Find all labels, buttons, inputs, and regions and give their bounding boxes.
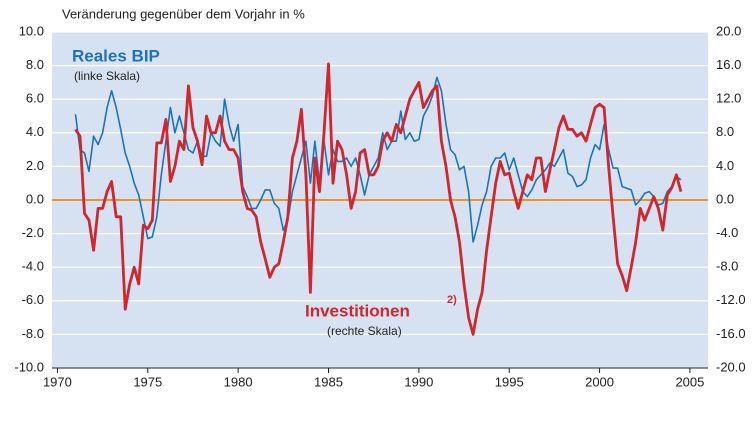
- annotation: 2): [447, 294, 457, 306]
- x-tick-label: 2005: [675, 374, 704, 389]
- x-tick-label: 1975: [133, 374, 162, 389]
- annotation: (linke Skala): [74, 69, 140, 83]
- series-line: [74, 76, 682, 243]
- annotation: (rechte Skala): [327, 324, 402, 338]
- y-tick-label: -8.0: [22, 326, 44, 341]
- y2-tick-label: -8.0: [716, 259, 738, 274]
- y2-tick-label: 12.0: [716, 91, 741, 106]
- x-tick-label: 1995: [495, 374, 524, 389]
- y-tick-label: 0.0: [26, 191, 44, 206]
- y2-tick-label: -20.0: [716, 359, 746, 374]
- y-tick-label: 8.0: [26, 57, 44, 72]
- y-tick-label: -10.0: [14, 359, 44, 374]
- y-tick-label: 4.0: [26, 124, 44, 139]
- y2-tick-label: -4.0: [716, 225, 738, 240]
- x-tick-label: 1970: [43, 374, 72, 389]
- x-tick-label: 1990: [404, 374, 433, 389]
- y2-tick-label: 8.0: [716, 124, 734, 139]
- annotation: Investitionen: [305, 301, 410, 320]
- series-line: [74, 62, 683, 336]
- y-tick-label: -2.0: [22, 225, 44, 240]
- x-tick-label: 1980: [224, 374, 253, 389]
- x-tick-label: 1985: [314, 374, 343, 389]
- y-tick-label: -4.0: [22, 259, 44, 274]
- y2-tick-label: 20.0: [716, 23, 741, 38]
- annotation: Reales BIP: [72, 46, 160, 65]
- x-tick-label: 2000: [585, 374, 614, 389]
- y2-tick-label: 0.0: [716, 191, 734, 206]
- y-tick-label: 2.0: [26, 158, 44, 173]
- y2-tick-label: 4.0: [716, 158, 734, 173]
- y2-tick-label: 16.0: [716, 57, 741, 72]
- y2-tick-label: -16.0: [716, 326, 746, 341]
- y-tick-label: 10.0: [19, 23, 44, 38]
- y-tick-label: 6.0: [26, 91, 44, 106]
- y-tick-label: -6.0: [22, 292, 44, 307]
- chart-title: Veränderung gegenüber dem Vorjahr in %: [62, 6, 305, 21]
- lines: [74, 62, 683, 336]
- y2-tick-label: -12.0: [716, 292, 746, 307]
